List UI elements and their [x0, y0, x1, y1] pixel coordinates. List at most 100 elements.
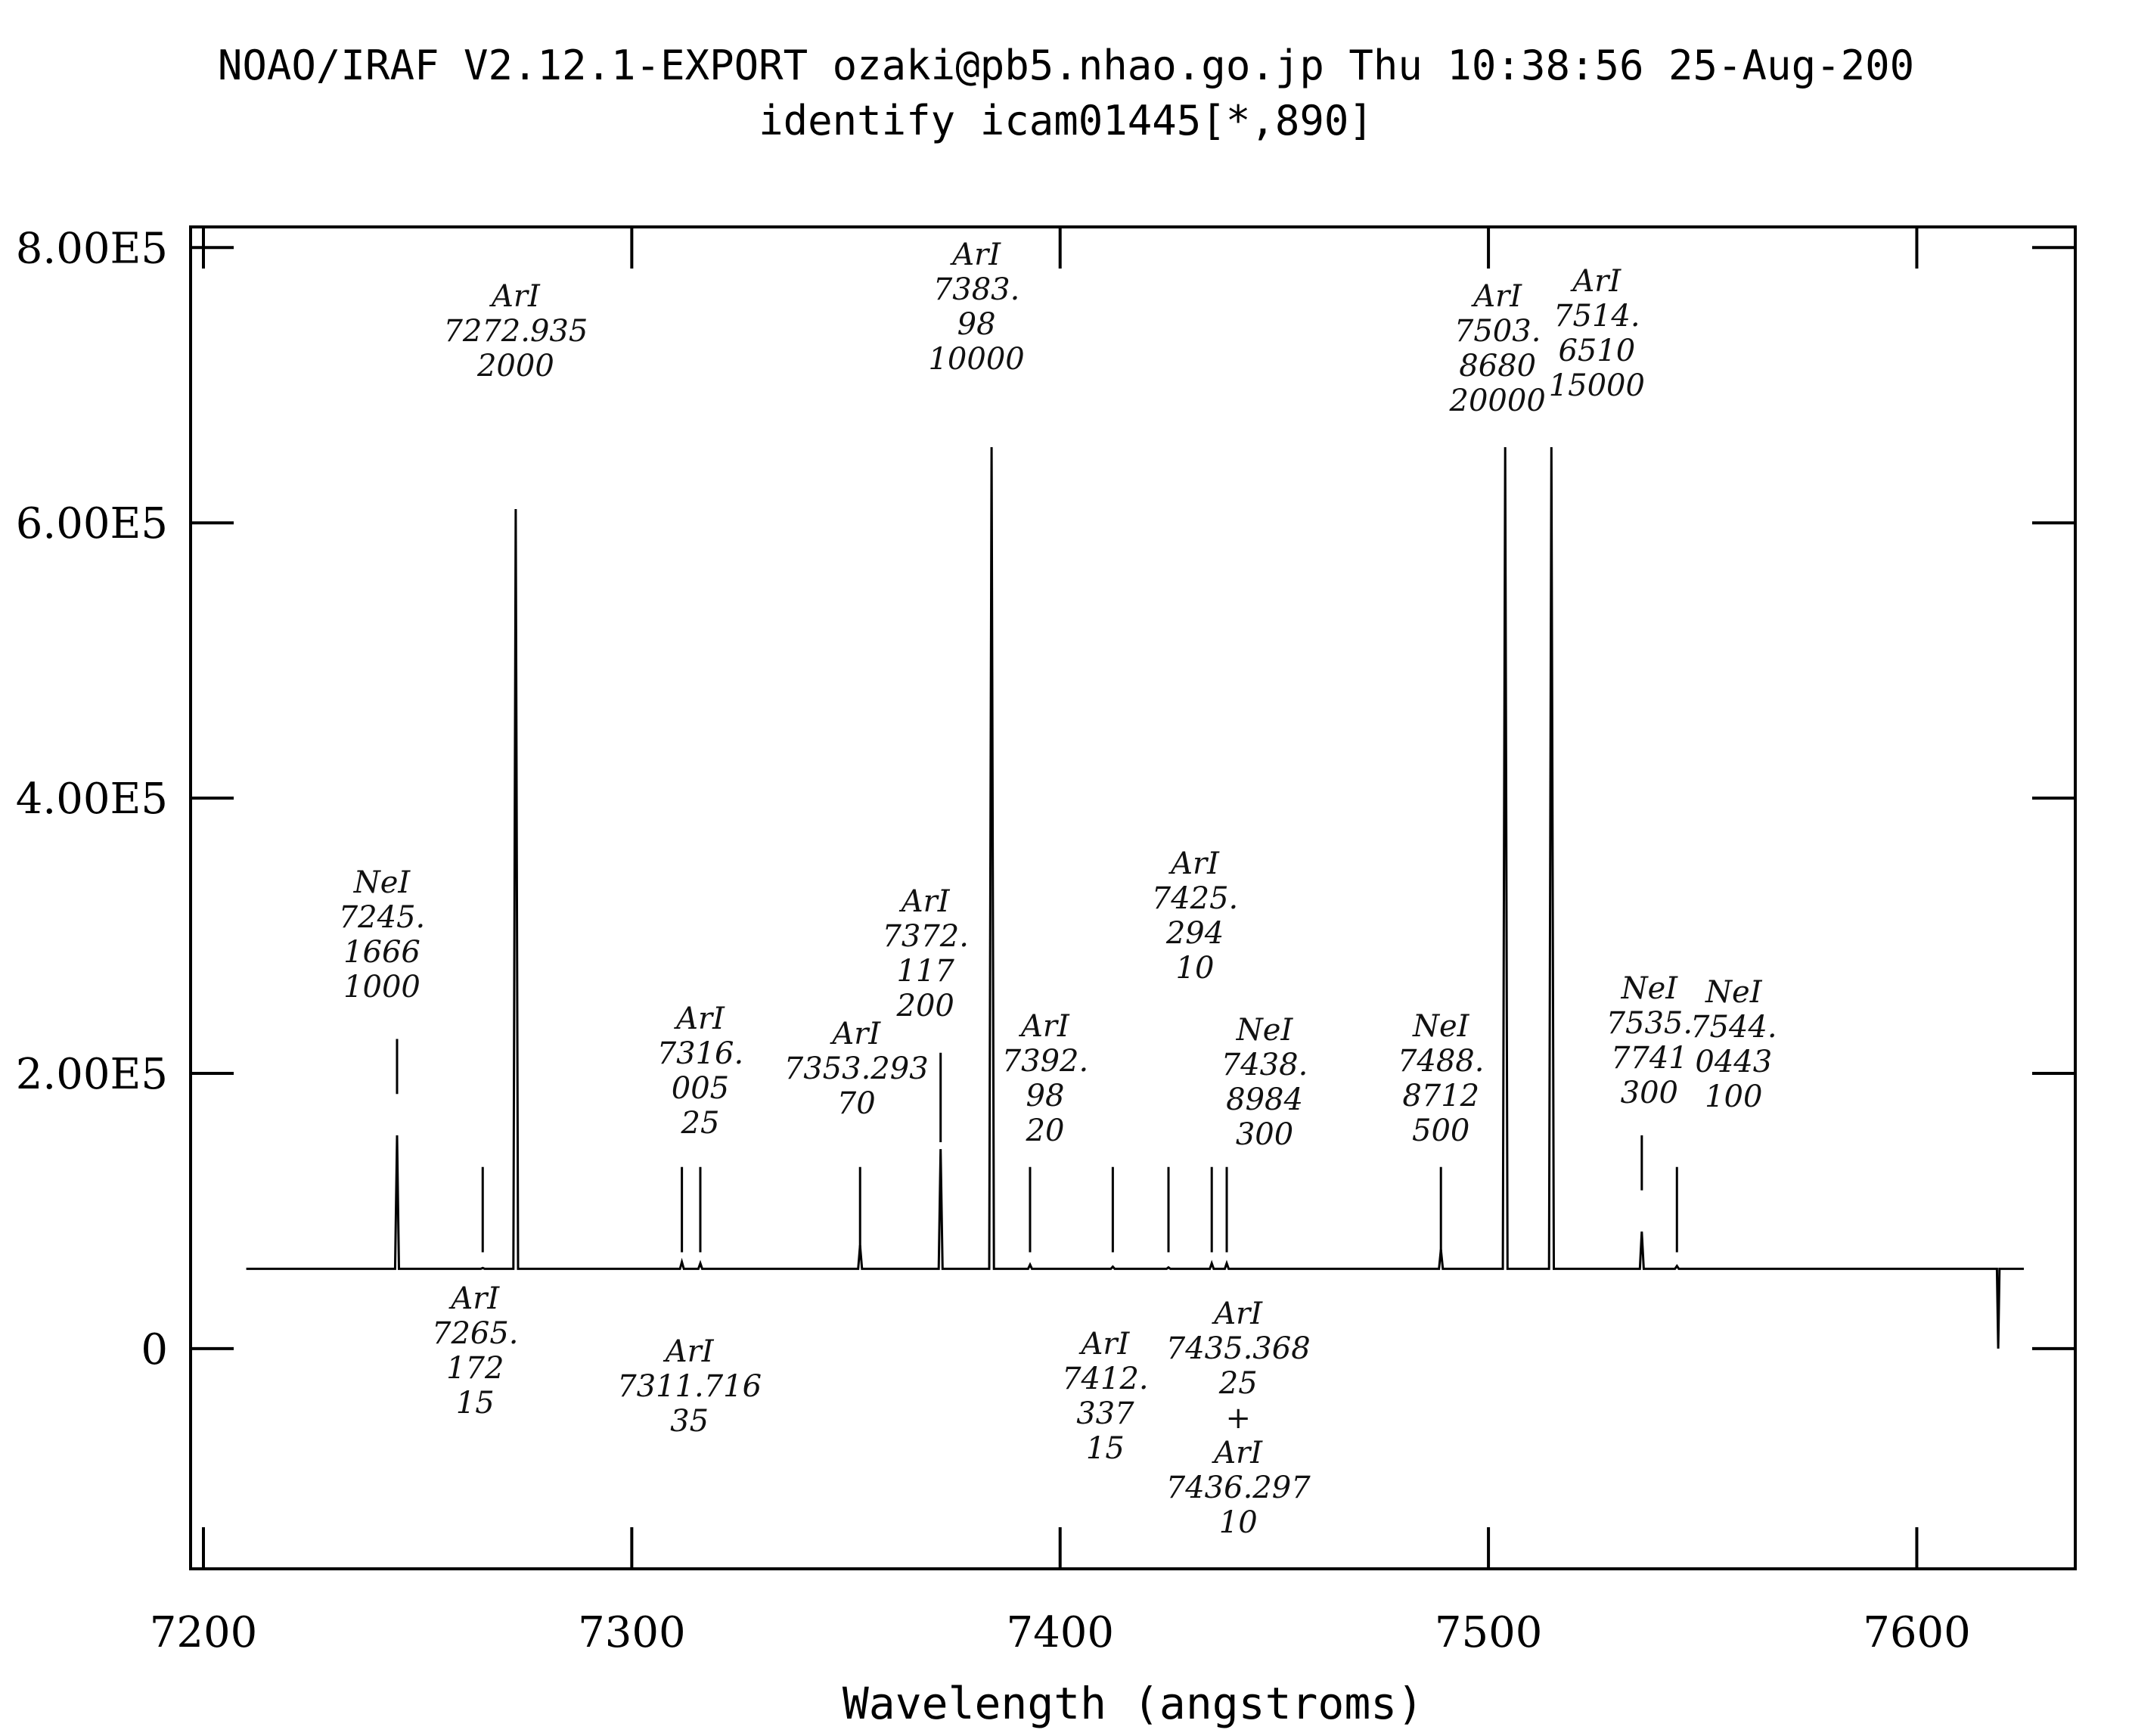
annotation-text: 35 — [670, 1404, 709, 1439]
y-tick-label: 0 — [141, 1325, 168, 1374]
annotation-text: 25 — [1218, 1366, 1258, 1401]
x-tick-label: 7200 — [150, 1608, 258, 1657]
annotation-text: 7265. — [432, 1316, 519, 1351]
annotation-text: 8680 — [1459, 349, 1536, 384]
annotation-text: ArI — [1018, 1009, 1070, 1044]
annotation-text: ArI — [1168, 846, 1220, 881]
annotation-text: ArI — [1211, 1297, 1263, 1331]
annotation-text: 10 — [1176, 951, 1215, 986]
annotation-text: NeI — [353, 865, 411, 900]
line-annotations: NeI7245.16661000ArI7265.17215ArI7272.935… — [339, 238, 1777, 1540]
plot-frame — [189, 225, 2077, 1570]
annotation-text: 005 — [672, 1071, 729, 1106]
annotation-text: 300 — [1236, 1117, 1293, 1152]
annotation-text: 15 — [456, 1386, 495, 1421]
annotation-text: 7383. — [933, 272, 1020, 307]
annotation-text: 7438. — [1221, 1048, 1308, 1082]
plot-header-line1: NOAO/IRAF V2.12.1-EXPORT ozaki@pb5.nhao.… — [217, 42, 1915, 89]
annotation-text: ArI — [949, 238, 1001, 272]
annotation-text: 7535. — [1606, 1006, 1693, 1041]
annotation-text: 6510 — [1558, 334, 1635, 368]
annotation-text: NeI — [1412, 1009, 1470, 1044]
y-tick-label: 4.00E5 — [16, 775, 168, 824]
annotation-text: ArI — [898, 884, 951, 919]
annotation-text: 117 — [897, 954, 955, 989]
annotation-text: 7353.293 — [784, 1051, 929, 1086]
annotation-text: 294 — [1165, 916, 1224, 951]
annotation-text: 15000 — [1549, 368, 1645, 403]
line-markers — [396, 1039, 1678, 1253]
annotation-text: 7544. — [1690, 1010, 1777, 1045]
annotation-text: 7245. — [339, 900, 426, 935]
annotation-text: 300 — [1621, 1076, 1678, 1110]
annotation-text: NeI — [1705, 975, 1763, 1010]
annotation-text: 7436.297 — [1166, 1470, 1311, 1505]
annotation-text: 0443 — [1695, 1045, 1772, 1079]
annotation-text: 7392. — [1002, 1044, 1089, 1079]
x-tick-label: 7500 — [1435, 1608, 1543, 1657]
annotation-text: NeI — [1621, 971, 1679, 1006]
y-tick-label: 2.00E5 — [16, 1050, 168, 1099]
annotation-text: ArI — [489, 279, 541, 314]
annotation-text: + — [1225, 1401, 1251, 1436]
x-tick-label: 7600 — [1863, 1608, 1971, 1657]
y-tick-label: 8.00E5 — [16, 224, 168, 273]
annotation-text: 7372. — [882, 919, 969, 954]
annotation-text: 1000 — [343, 970, 421, 1005]
annotation-text: 7316. — [657, 1036, 744, 1071]
annotation-text: 20000 — [1449, 384, 1546, 418]
annotation-text: 8712 — [1402, 1079, 1479, 1113]
annotation-text: 7272.935 — [443, 314, 588, 349]
plot-header-line2: identify icam01445[*,890] — [759, 97, 1373, 144]
annotation-text: 20 — [1026, 1113, 1065, 1148]
axes: 7200 7300 7400 7500 7600 0 2.00E5 4.00E5 6.00E5 8… — [16, 224, 2075, 1657]
annotation-text: 7435.368 — [1166, 1331, 1311, 1366]
annotation-text: 100 — [1705, 1079, 1762, 1114]
annotation-text: 8984 — [1226, 1082, 1303, 1117]
annotation-text: ArI — [1211, 1436, 1263, 1470]
annotation-text: 98 — [957, 307, 996, 342]
spectrum-line — [246, 447, 2024, 1349]
annotation-text: ArI — [673, 1002, 725, 1036]
annotation-text: 10000 — [928, 342, 1024, 377]
annotation-text: 500 — [1412, 1113, 1469, 1148]
x-tick-label: 7300 — [578, 1608, 686, 1657]
annotation-text: 7412. — [1062, 1362, 1149, 1396]
annotation-text: 200 — [896, 989, 954, 1023]
x-axis-label: Wavelength (angstroms) — [843, 1678, 1423, 1729]
annotation-text: ArI — [1569, 264, 1621, 299]
annotation-text: 7503. — [1454, 314, 1541, 349]
annotation-text: ArI — [1470, 279, 1522, 314]
annotation-text: ArI — [448, 1281, 500, 1316]
y-tick-label: 6.00E5 — [16, 499, 168, 548]
annotation-text: 7514. — [1553, 299, 1640, 334]
annotation-text: 7741 — [1611, 1041, 1688, 1076]
annotation-text: 15 — [1086, 1431, 1125, 1466]
annotation-text: 7488. — [1398, 1044, 1485, 1079]
annotation-text: 172 — [446, 1351, 504, 1386]
annotation-text: 70 — [837, 1086, 876, 1121]
annotation-text: ArI — [1078, 1327, 1130, 1362]
annotation-text: 2000 — [476, 349, 554, 384]
annotation-text: NeI — [1236, 1013, 1294, 1048]
annotation-text: 7425. — [1152, 881, 1239, 916]
annotation-text: 10 — [1219, 1505, 1258, 1540]
